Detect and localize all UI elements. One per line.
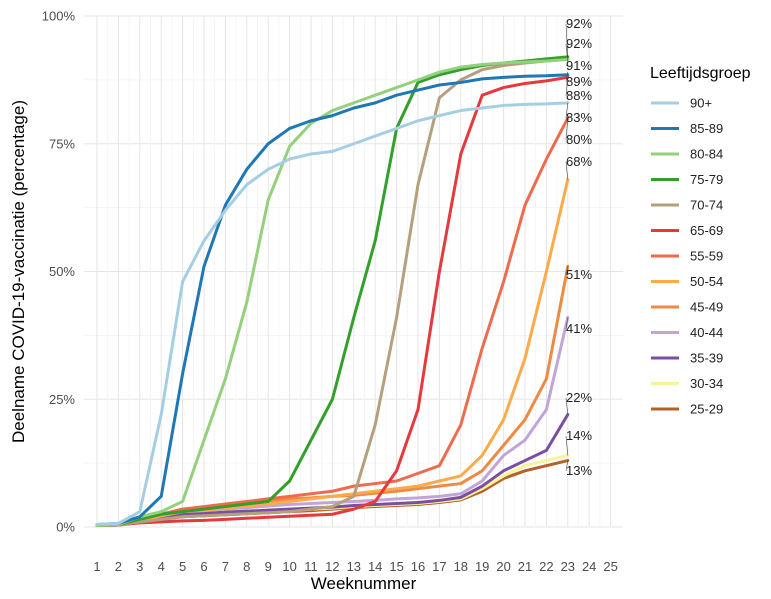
y-tick-label: 75% <box>49 136 75 151</box>
y-tick-label: 50% <box>49 264 75 279</box>
legend-label: 45-49 <box>690 300 723 315</box>
grid <box>84 16 623 527</box>
y-tick-label: 0% <box>56 520 75 535</box>
legend: Leeftijdsgroep 90+ 85-89 80-84 75-79 70-74 65… <box>650 65 751 417</box>
x-tick-label: 5 <box>179 559 186 574</box>
end-label: 88% <box>566 88 592 103</box>
y-axis-title: Deelname COVID-19-vaccinatie (percentage… <box>9 100 28 443</box>
x-tick-label: 8 <box>243 559 250 574</box>
end-label: 83% <box>566 110 592 125</box>
legend-label: 80-84 <box>690 147 723 162</box>
end-label: 89% <box>566 74 592 89</box>
legend-label: 85-89 <box>690 121 723 136</box>
x-tick-label: 6 <box>200 559 207 574</box>
x-tick-label: 19 <box>475 559 489 574</box>
end-label: 22% <box>566 390 592 405</box>
legend-label: 30-34 <box>690 376 723 391</box>
x-tick-label: 13 <box>347 559 361 574</box>
legend-label: 90+ <box>690 96 712 111</box>
x-tick-label: 23 <box>561 559 575 574</box>
end-label: 51% <box>566 267 592 282</box>
x-tick-label: 20 <box>496 559 510 574</box>
end-label: 68% <box>566 154 592 169</box>
x-tick-label: 4 <box>158 559 165 574</box>
x-tick-label: 3 <box>136 559 143 574</box>
legend-label: 25-29 <box>690 402 723 417</box>
y-tick-label: 25% <box>49 392 75 407</box>
x-tick-label: 2 <box>115 559 122 574</box>
x-tick-label: 21 <box>518 559 532 574</box>
x-tick-label: 25 <box>603 559 617 574</box>
end-label: 14% <box>566 428 592 443</box>
end-label: 91% <box>566 58 592 73</box>
x-axis-title: Weeknummer <box>311 574 417 593</box>
legend-label: 65-69 <box>690 223 723 238</box>
x-tick-label: 11 <box>304 559 318 574</box>
end-label: 13% <box>566 463 592 478</box>
x-tick-label: 9 <box>265 559 272 574</box>
x-tick-label: 22 <box>539 559 553 574</box>
x-tick-label: 14 <box>368 559 382 574</box>
legend-label: 50-54 <box>690 274 723 289</box>
legend-label: 40-44 <box>690 325 723 340</box>
x-tick-label: 1 <box>93 559 100 574</box>
x-tick-label: 24 <box>582 559 596 574</box>
x-axis-ticks: 1 2 3 4 5 6 7 8 9 10 11 12 13 14 15 16 17 18 19 20 21 22 23 24 2… <box>93 559 617 574</box>
end-label: 41% <box>566 321 592 336</box>
y-tick-label: 100% <box>42 9 76 24</box>
x-tick-label: 15 <box>389 559 403 574</box>
x-tick-label: 18 <box>454 559 468 574</box>
x-tick-label: 10 <box>282 559 296 574</box>
legend-label: 75-79 <box>690 172 723 187</box>
end-label: 92% <box>566 16 592 31</box>
legend-title: Leeftijdsgroep <box>650 65 751 82</box>
x-tick-label: 17 <box>432 559 446 574</box>
legend-label: 55-59 <box>690 249 723 264</box>
x-tick-label: 16 <box>411 559 425 574</box>
x-tick-label: 12 <box>325 559 339 574</box>
x-tick-label: 7 <box>222 559 229 574</box>
y-axis-ticks: 0% 25% 50% 75% 100% <box>42 9 76 535</box>
end-label: 92% <box>566 36 592 51</box>
legend-label: 70-74 <box>690 198 723 213</box>
end-labels: 92% 92% 91%89%88% 83% 80% 68% 51% 41% 22% 14% 13% <box>566 16 592 478</box>
legend-label: 35-39 <box>690 351 723 366</box>
end-label: 80% <box>566 132 592 147</box>
